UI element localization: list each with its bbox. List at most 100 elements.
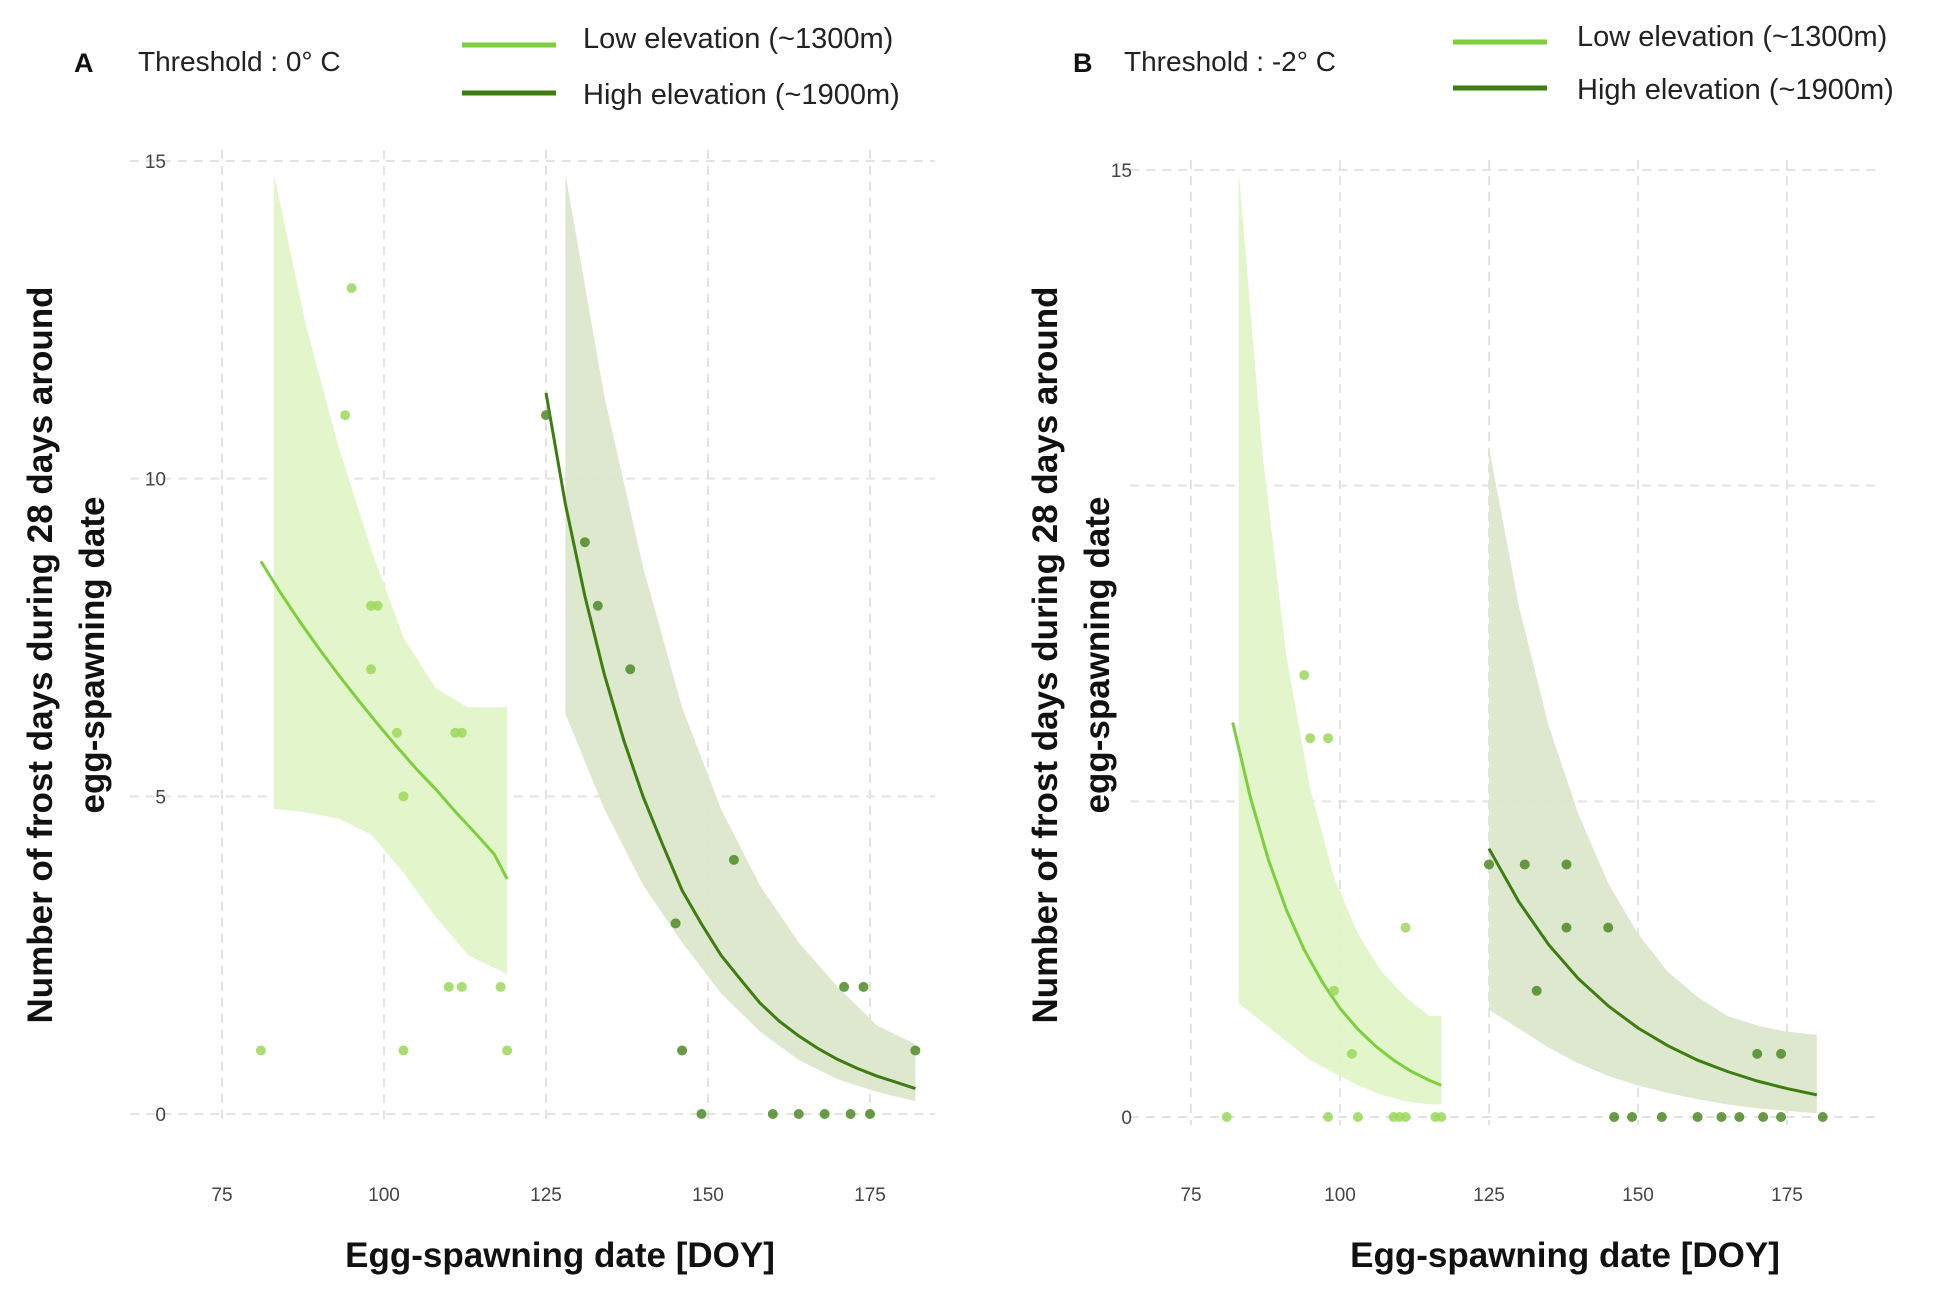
high-elevation-point xyxy=(1758,1112,1769,1122)
low-elevation-point xyxy=(1400,1112,1411,1122)
panel-a-legend-high-label: High elevation (~1900m) xyxy=(583,79,900,111)
low-elevation-confidence-band xyxy=(273,173,508,975)
high-elevation-point xyxy=(728,854,739,865)
high-elevation-point xyxy=(1752,1048,1763,1059)
low-elevation-point xyxy=(1436,1112,1447,1122)
high-elevation-point xyxy=(819,1109,830,1119)
low-elevation-point xyxy=(1346,1048,1357,1059)
low-elevation-point xyxy=(456,727,467,738)
high-elevation-confidence-band xyxy=(565,173,916,1102)
high-elevation-point xyxy=(541,410,551,421)
x-tick-label-125: 125 xyxy=(1473,1185,1505,1206)
high-elevation-point xyxy=(1656,1112,1667,1122)
y-tick-label-0: 0 xyxy=(1121,1108,1132,1129)
high-elevation-point xyxy=(579,537,590,548)
panel-b-threshold-title: Threshold : -2° C xyxy=(1124,46,1336,77)
low-elevation-point xyxy=(366,664,377,675)
x-tick-label-75: 75 xyxy=(1180,1185,1201,1206)
high-elevation-point xyxy=(1692,1112,1703,1122)
y-tick-label-15: 15 xyxy=(1111,161,1132,182)
high-elevation-point xyxy=(677,1045,688,1056)
low-elevation-point xyxy=(398,791,409,802)
low-elevation-point xyxy=(1323,1112,1334,1122)
low-elevation-point xyxy=(1305,733,1316,744)
panel-b-y-axis-title-line2: egg-spawning date xyxy=(1078,497,1117,814)
panel-b-legend-high-label: High elevation (~1900m) xyxy=(1577,74,1894,106)
panel-b-fit-lines xyxy=(1231,722,1818,1097)
low-elevation-point xyxy=(502,1045,513,1056)
x-tick-label-150: 150 xyxy=(1622,1185,1654,1206)
low-elevation-point xyxy=(1323,733,1334,744)
high-elevation-point xyxy=(1776,1112,1787,1122)
high-elevation-point xyxy=(865,1109,875,1119)
low-elevation-point xyxy=(346,283,357,294)
high-elevation-point xyxy=(670,918,681,929)
high-elevation-point xyxy=(1519,859,1530,870)
panel-a-x-axis-title: Egg-spawning date [DOY] xyxy=(345,1236,775,1275)
panel-b-confidence-bands xyxy=(1238,170,1817,1114)
panel-b-x-axis-title: Egg-spawning date [DOY] xyxy=(1350,1236,1780,1275)
low-elevation-point xyxy=(1329,985,1340,996)
panel-b-legend-low-label: Low elevation (~1300m) xyxy=(1577,21,1887,53)
low-elevation-point xyxy=(495,981,506,992)
high-elevation-point xyxy=(858,981,869,992)
x-tick-label-175: 175 xyxy=(1771,1185,1803,1206)
panel-a-fit-lines xyxy=(259,392,916,1091)
x-tick-label-75: 75 xyxy=(211,1185,232,1206)
high-elevation-point xyxy=(1734,1112,1745,1122)
high-elevation-point xyxy=(1627,1112,1638,1122)
high-elevation-point xyxy=(696,1109,707,1119)
panel-b: 75 100 125 150 175 0 15 B Threshold : -2° C Lo… xyxy=(1026,21,1894,1275)
low-elevation-point xyxy=(372,600,383,611)
x-tick-label-150: 150 xyxy=(692,1185,724,1206)
low-elevation-fit-line xyxy=(1231,722,1442,1087)
high-elevation-point xyxy=(1603,922,1614,933)
low-elevation-point xyxy=(340,410,351,421)
high-elevation-point xyxy=(1531,985,1542,996)
high-elevation-point xyxy=(1484,859,1494,870)
high-elevation-point xyxy=(767,1109,778,1119)
high-elevation-point xyxy=(1609,1112,1620,1122)
y-tick-label-5: 5 xyxy=(155,787,166,808)
high-elevation-point xyxy=(1561,922,1572,933)
y-tick-label-15: 15 xyxy=(145,152,166,173)
x-tick-label-100: 100 xyxy=(368,1185,400,1206)
high-elevation-confidence-band xyxy=(1489,447,1817,1114)
panel-b-tick-labels: 75 100 125 150 175 0 15 xyxy=(1111,161,1803,1206)
high-elevation-point xyxy=(592,600,603,611)
high-elevation-point xyxy=(839,981,850,992)
panel-b-letter: B xyxy=(1073,48,1093,78)
high-elevation-fit-line xyxy=(544,392,916,1091)
low-elevation-confidence-band xyxy=(1238,170,1442,1105)
panel-a-y-axis-title-line1: Number of frost days during 28 days arou… xyxy=(21,286,60,1023)
high-elevation-point xyxy=(1561,859,1572,870)
low-elevation-point xyxy=(255,1045,266,1056)
panel-a-letter: A xyxy=(74,48,94,78)
panel-a-confidence-bands xyxy=(273,173,916,1102)
high-elevation-point xyxy=(625,664,636,675)
low-elevation-point xyxy=(391,727,402,738)
y-tick-label-0: 0 xyxy=(155,1105,166,1126)
panel-a-threshold-title: Threshold : 0° C xyxy=(138,46,341,77)
panel-a-legend-low-label: Low elevation (~1300m) xyxy=(583,23,893,55)
high-elevation-point xyxy=(793,1109,804,1119)
panel-b-points xyxy=(1221,670,1828,1122)
low-elevation-fit-line xyxy=(259,560,509,880)
x-tick-label-125: 125 xyxy=(530,1185,562,1206)
high-elevation-fit-line xyxy=(1487,847,1818,1097)
panel-a-y-axis-title-line2: egg-spawning date xyxy=(73,497,112,814)
low-elevation-point xyxy=(1221,1112,1232,1122)
panel-a-tick-labels: 75 100 125 150 175 0 5 10 15 xyxy=(145,152,886,1206)
panel-a-points xyxy=(255,283,921,1119)
high-elevation-point xyxy=(910,1045,921,1056)
low-elevation-point xyxy=(1352,1112,1363,1122)
y-tick-label-10: 10 xyxy=(145,470,166,491)
high-elevation-point xyxy=(1716,1112,1727,1122)
low-elevation-point xyxy=(1400,922,1411,933)
low-elevation-point xyxy=(443,981,454,992)
x-tick-label-100: 100 xyxy=(1324,1185,1356,1206)
low-elevation-point xyxy=(1299,670,1310,681)
high-elevation-point xyxy=(845,1109,856,1119)
